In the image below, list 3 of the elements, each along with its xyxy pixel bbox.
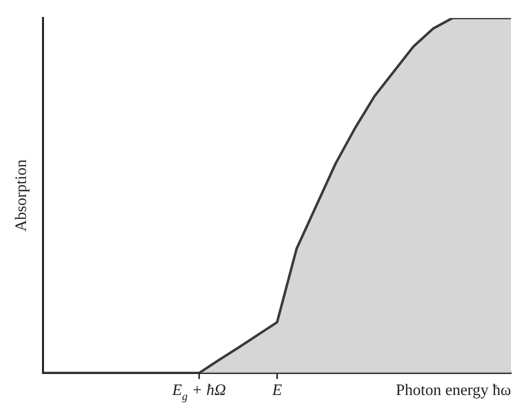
x-axis-title: Photon energy ħω xyxy=(396,382,511,399)
x-tick-label: E xyxy=(271,382,282,399)
y-axis-title: Absorption xyxy=(12,160,30,232)
